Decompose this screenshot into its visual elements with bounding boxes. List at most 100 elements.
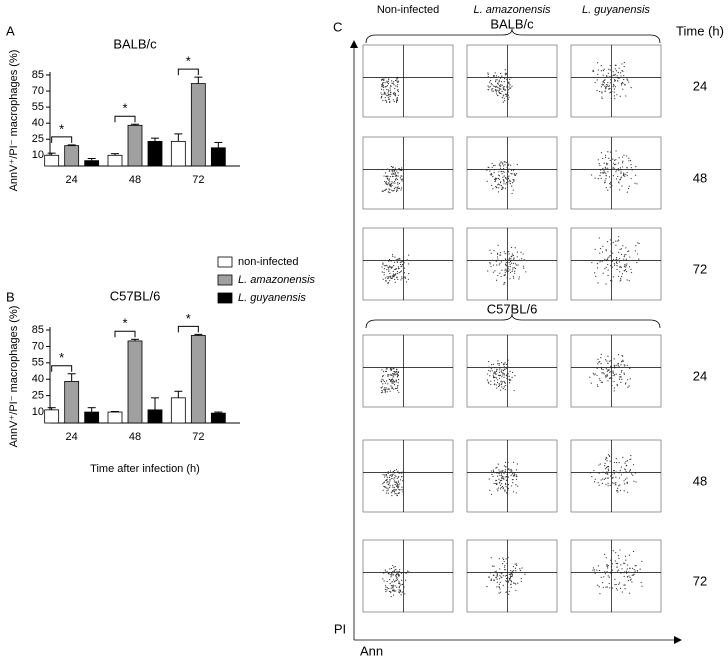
cytometry-dot <box>390 587 392 589</box>
cytometry-dot <box>598 484 600 486</box>
cytometry-dot <box>609 92 611 94</box>
cytometry-dot <box>493 85 495 87</box>
cytometry-dot <box>380 92 382 94</box>
cytometry-dot <box>513 472 515 474</box>
cytometry-dot <box>491 184 493 187</box>
cytometry-dot <box>498 171 500 173</box>
cytometry-dot <box>630 268 632 270</box>
cytometry-dot <box>497 463 499 465</box>
cytometry-dot <box>393 373 395 376</box>
cytometry-dot <box>387 92 389 94</box>
cytometry-dot <box>403 586 405 588</box>
cytometry-dot <box>489 572 491 574</box>
cytometry-dot <box>624 555 627 557</box>
cytometry-dot <box>495 482 497 485</box>
cytometry-dot <box>381 391 384 393</box>
cytometry-dot <box>613 364 615 366</box>
cytometry-dot <box>500 84 502 86</box>
cytometry-dot <box>493 75 495 77</box>
cytometry-dot <box>502 557 504 559</box>
cytometry-dot <box>396 272 399 275</box>
cytometry-dot <box>380 391 383 394</box>
cytometry-dot <box>506 479 508 481</box>
cytometry-dot <box>395 259 397 261</box>
cytometry-dot <box>494 366 496 369</box>
cytometry-dot <box>512 571 514 573</box>
cytometry-dot <box>505 486 507 488</box>
cytometry-dot <box>622 88 624 90</box>
cytometry-dot <box>506 473 508 476</box>
significance-star: * <box>186 54 191 69</box>
cytometry-dot <box>605 186 607 189</box>
cytometry-dot <box>619 582 621 584</box>
cytometry-dot <box>386 88 388 91</box>
cytometry-dot <box>506 92 508 95</box>
cytometry-dot <box>398 587 400 589</box>
cytometry-dot <box>386 81 388 84</box>
dot-plot-frame <box>570 439 662 513</box>
cytometry-dot <box>602 84 605 86</box>
cytometry-dot <box>598 163 600 165</box>
cytometry-dot <box>503 161 505 163</box>
cytometry-dot <box>494 177 496 179</box>
cytometry-dot <box>592 372 594 374</box>
cytometry-dot <box>395 482 397 484</box>
cytometry-dot <box>500 483 503 485</box>
cytometry-dot <box>393 189 395 191</box>
time-label: 24 <box>693 368 707 383</box>
cytometry-dot <box>618 251 620 254</box>
cytometry-dot <box>392 594 395 596</box>
cytometry-dot <box>502 187 504 189</box>
cytometry-dot <box>389 486 391 489</box>
cytometry-dot <box>382 89 385 91</box>
cytometry-dot <box>394 278 396 281</box>
cytometry-dot <box>609 371 611 373</box>
cytometry-dot <box>393 84 395 86</box>
cytometry-dot <box>391 489 393 492</box>
cytometry-dot <box>504 466 507 468</box>
cytometry-dot <box>614 584 616 586</box>
cytometry-dot <box>617 354 620 356</box>
cytometry-dot <box>609 587 611 589</box>
cytometry-dot <box>504 461 507 463</box>
cytometry-dot <box>388 573 390 575</box>
cytometry-dot <box>390 373 392 375</box>
cytometry-dot <box>503 374 505 376</box>
cytometry-dot <box>397 481 399 483</box>
cytometry-dot <box>493 168 495 171</box>
cytometry-dot <box>603 373 605 375</box>
cytometry-dot <box>510 581 513 583</box>
cytometry-dot <box>596 89 598 92</box>
cytometry-dot <box>499 470 501 473</box>
cytometry-dot <box>385 475 387 477</box>
cytometry-dot <box>621 81 624 84</box>
cytometry-dot <box>599 169 602 171</box>
cytometry-dot <box>611 280 613 282</box>
cytometry-dot <box>389 470 392 472</box>
cytometry-dot <box>497 487 500 489</box>
cytometry-dot <box>606 374 608 376</box>
cytometry-dot <box>382 483 384 485</box>
cytometry-dot <box>500 185 502 187</box>
cytometry-dot <box>511 376 513 378</box>
cytometry-dot <box>514 375 516 377</box>
cytometry-dot <box>389 266 391 268</box>
cytometry-dot <box>506 277 508 279</box>
x-tick-label: 48 <box>129 174 141 186</box>
cytometry-dot <box>498 592 500 594</box>
cytometry-dot <box>606 360 608 362</box>
dot-plot-frame <box>570 539 662 613</box>
dot-plot-frame <box>362 539 454 613</box>
cytometry-dot <box>610 570 612 572</box>
cytometry-dot <box>388 388 390 390</box>
cytometry-dot <box>511 573 513 575</box>
cytometry-dot <box>392 172 395 174</box>
cytometry-dot <box>631 567 634 570</box>
cytometry-dot <box>490 368 492 370</box>
cytometry-dot <box>607 81 609 84</box>
cytometry-dot <box>599 164 601 166</box>
cytometry-dot <box>512 189 514 191</box>
cytometry-dot <box>614 73 616 76</box>
cytometry-dot <box>384 182 387 184</box>
